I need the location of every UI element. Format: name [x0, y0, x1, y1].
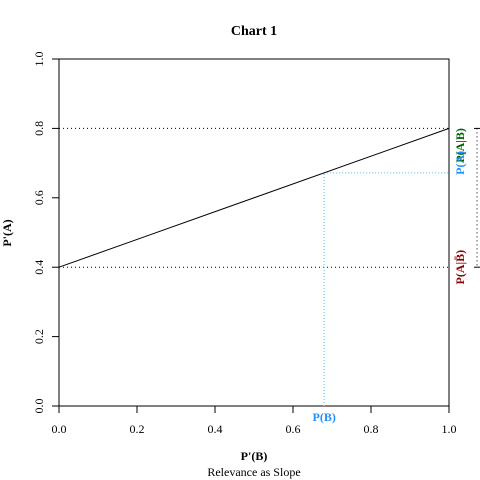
y-tick-label: 1.0: [32, 52, 46, 67]
x-axis-label: P'(B): [241, 449, 268, 463]
plot-frame: [58, 58, 450, 407]
chart-subtitle: Relevance as Slope: [207, 465, 300, 479]
y-tick-label: 0.0: [32, 399, 46, 414]
x-tick-label: 0.8: [364, 422, 379, 436]
series-line: [58, 127, 450, 268]
label-p-a: P(A): [453, 151, 467, 175]
y-tick-label: 0.6: [32, 190, 46, 205]
x-tick-label: 0.4: [208, 422, 223, 436]
chart-title: Chart 1: [231, 24, 277, 39]
x-tick-label: 1.0: [442, 422, 457, 436]
x-tick-label: 0.2: [130, 422, 145, 436]
plot-area: 0.0 0.2 0.4 0.6 0.8 1.0 0.0 0.2 0.4 0.6 0.8 1.0 P(A|…: [32, 52, 480, 436]
x-tick-label: 0.0: [52, 422, 67, 436]
label-p-b: P(B): [313, 410, 336, 424]
label-p-a-given-b: P(A|B): [453, 128, 467, 163]
y-tick-label: 0.2: [32, 329, 46, 344]
label-p-a-given-not-b: P(A|B̄): [453, 250, 467, 285]
y-tick-label: 0.8: [32, 121, 46, 136]
y-tick-label: 0.4: [32, 260, 46, 275]
x-tick-label: 0.6: [286, 422, 301, 436]
y-axis-label: P'(A): [0, 219, 14, 246]
